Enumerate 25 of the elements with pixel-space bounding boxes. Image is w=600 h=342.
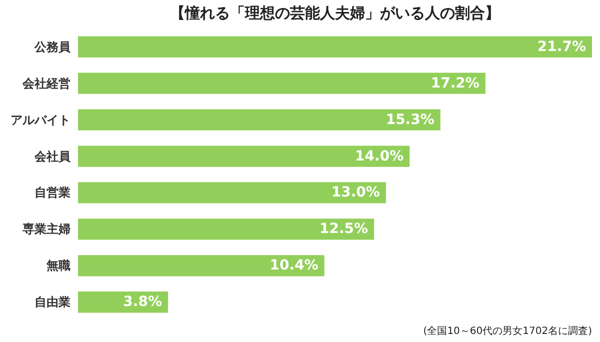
chart-title: 【憧れる「理想の芸能人夫婦」がいる人の割合】 bbox=[170, 4, 500, 22]
data-label: 12.5% bbox=[320, 221, 368, 238]
data-label: 10.4% bbox=[270, 258, 318, 274]
text: (全国10～60代の男女1702名に調査) bbox=[423, 324, 592, 338]
y-tick-label: 自由業 bbox=[34, 295, 70, 310]
y-tick-label: 無職 bbox=[46, 258, 70, 273]
y-tick-label: 専業主婦 bbox=[22, 222, 70, 236]
bar bbox=[78, 109, 440, 130]
y-tick-label: 会社経営 bbox=[22, 76, 70, 90]
bar bbox=[78, 182, 386, 204]
data-label: 13.0% bbox=[331, 184, 380, 201]
bar bbox=[78, 218, 374, 240]
y-tick-label: アルバイト bbox=[10, 112, 70, 127]
data-label: 15.3% bbox=[386, 112, 434, 128]
data-label: 14.0% bbox=[355, 148, 404, 164]
bar bbox=[78, 36, 592, 58]
bar bbox=[78, 146, 410, 167]
y-tick-label: 自営業 bbox=[34, 186, 70, 200]
data-label: 3.8% bbox=[123, 294, 162, 310]
y-tick-label: 会社員 bbox=[34, 149, 72, 164]
bar bbox=[78, 255, 324, 276]
bar bbox=[78, 72, 486, 94]
data-label: 17.2% bbox=[430, 75, 480, 92]
data-label: 21.7% bbox=[537, 38, 586, 55]
y-tick-label: 公務員 bbox=[34, 40, 72, 54]
